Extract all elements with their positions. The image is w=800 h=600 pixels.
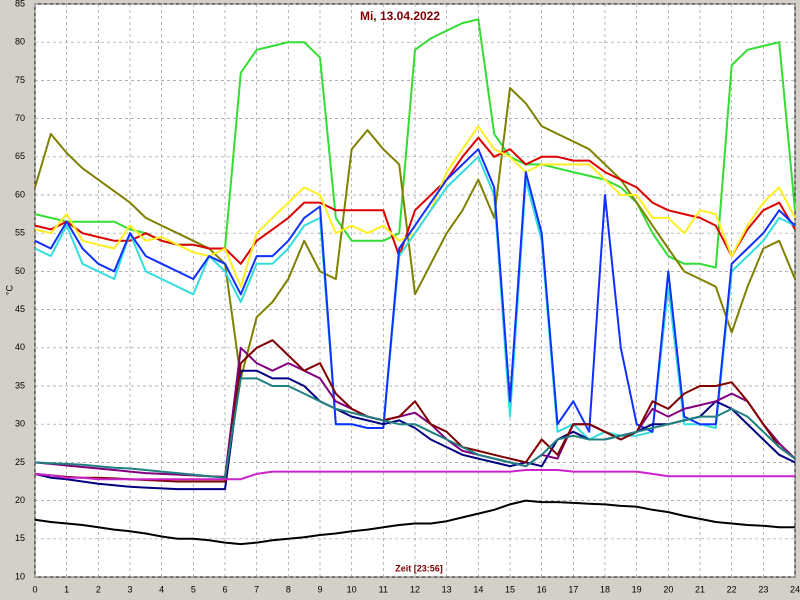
y-tick-label: 80 [15, 37, 25, 47]
x-tick-label: 19 [632, 584, 642, 594]
x-axis-label: Zeit [23:56] [395, 563, 443, 573]
y-tick-label: 60 [15, 189, 25, 199]
y-tick-label: 45 [15, 304, 25, 314]
x-tick-label: 0 [32, 584, 37, 594]
series-line [34, 155, 796, 441]
grid [34, 3, 796, 578]
series-line [34, 339, 796, 483]
y-tick-label: 35 [15, 380, 25, 390]
x-tick-label: 1 [64, 584, 69, 594]
x-tick-label: 13 [442, 584, 452, 594]
x-tick-label: 22 [727, 584, 737, 594]
x-tick-label: 4 [159, 584, 164, 594]
y-tick-label: 10 [15, 571, 25, 581]
y-axis-label: °C [4, 284, 14, 295]
series-line [34, 469, 795, 481]
x-tick-label: 20 [663, 584, 673, 594]
x-tick-label: 23 [758, 584, 768, 594]
y-tick-label: 50 [15, 266, 25, 276]
x-tick-label: 6 [222, 584, 227, 594]
series-line [34, 499, 795, 546]
x-tick-label: 9 [317, 584, 322, 594]
series-line [34, 148, 796, 433]
series-line [34, 346, 796, 478]
x-tick-label: 8 [286, 584, 291, 594]
x-tick-label: 7 [254, 584, 259, 594]
x-tick-label: 15 [505, 584, 515, 594]
series-line [34, 136, 796, 265]
y-tick-label: 15 [15, 533, 25, 543]
x-tick-label: 3 [127, 584, 132, 594]
series-line [34, 87, 796, 380]
x-tick-label: 2 [96, 584, 101, 594]
x-tick-label: 12 [410, 584, 420, 594]
x-tick-label: 17 [568, 584, 578, 594]
x-tick-label: 18 [600, 584, 610, 594]
y-tick-label: 25 [15, 457, 25, 467]
x-tick-label: 11 [379, 584, 388, 594]
series-line [34, 377, 796, 479]
y-tick-label: 75 [15, 75, 25, 85]
y-tick-label: 40 [15, 342, 25, 352]
x-tick-label: 21 [695, 584, 705, 594]
y-tick-label: 85 [15, 0, 25, 8]
x-tick-label: 16 [537, 584, 547, 594]
y-tick-label: 30 [15, 419, 25, 429]
y-tick-label: 55 [15, 228, 25, 238]
chart-title: Mi, 13.04.2022 [360, 9, 440, 23]
y-tick-label: 65 [15, 151, 25, 161]
x-tick-label: 24 [790, 584, 800, 594]
x-tick-label: 14 [473, 584, 483, 594]
x-tick-label: 5 [191, 584, 196, 594]
lines [34, 18, 796, 546]
y-tick-label: 70 [15, 113, 25, 123]
y-tick-label: 20 [15, 495, 25, 505]
x-tick-label: 10 [347, 584, 357, 594]
